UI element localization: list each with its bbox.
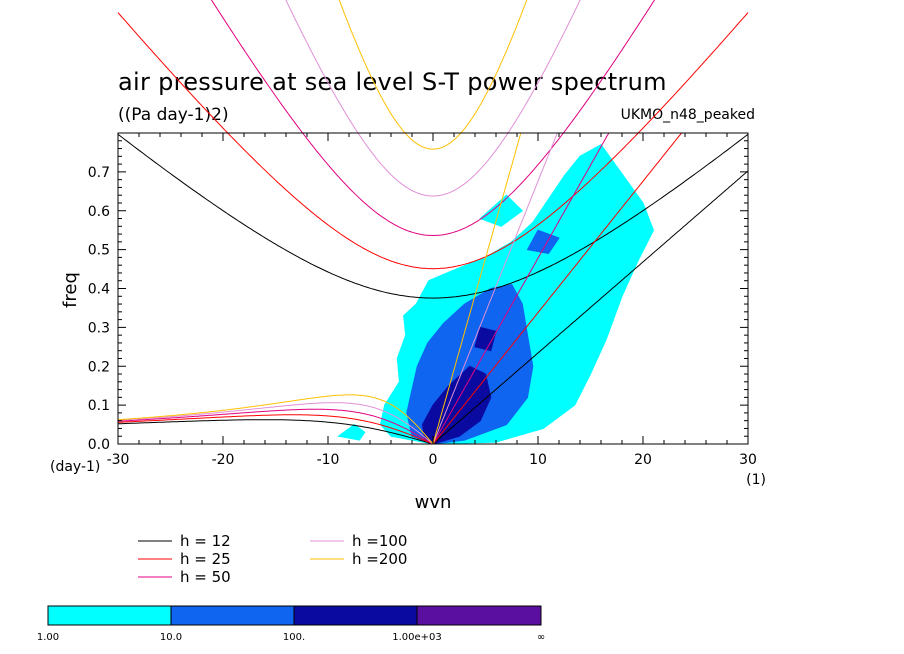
spectrum-region-2 [479,194,524,227]
y-tick-label: 0.5 [88,243,110,259]
x-tick-label: -10 [317,452,340,468]
kelvin-curve-h25 [432,133,683,444]
source-label: UKMO_n48_peaked [621,107,755,123]
x-tick-label: -20 [212,452,235,468]
x-axis-label: wvn [415,492,452,513]
colorbar-label: ∞ [537,632,545,643]
spectrum-region-3 [337,423,366,441]
legend-label-h25: h = 25 [180,550,231,568]
rossby-curve-h12 [118,419,434,444]
y-tick-label: 0.4 [88,282,110,298]
gravity-curve-h200 [338,0,528,150]
kelvin-curve-h200 [432,133,522,444]
colorbar-segment-4 [416,605,542,626]
colorbar-label: 10.0 [160,632,182,643]
y-tick-label: 0.2 [88,359,110,375]
colorbar-label: 1.00 [37,632,59,643]
spectrum-region-6 [421,365,492,444]
x-tick-label: 30 [739,452,757,468]
x-unit-label: (1) [746,472,766,488]
chart-subtitle: ((Pa day-1)2) [118,105,229,125]
colorbar-label: 1.00e+03 [392,632,442,643]
colorbar: 1.00 10.0 100. 1.00e+03 ∞ [37,605,545,643]
x-tick-label: 10 [529,452,547,468]
legend-label-h12: h = 12 [180,532,231,550]
gravity-curve-h100 [285,0,581,197]
rossby-curve-h50 [118,408,434,444]
rossby-curve-h200 [118,394,434,444]
gravity-curve-h12 [117,133,749,299]
chart-title: air pressure at sea level S-T power spec… [118,68,667,96]
y-unit-label: (day-1) [50,459,100,475]
y-tick-label: 0.6 [88,204,110,220]
rossby-curve-h25 [118,414,434,444]
legend-label-h50: h = 50 [180,568,231,586]
kelvin-curve-h12 [432,170,748,444]
axis-ticks: -30 -20 -10 0 10 20 30 0.0 0.1 0.2 0.3 0.4 0.5 0.6 0.7 [88,133,757,468]
x-tick-label: 20 [634,452,652,468]
colorbar-segment-2 [170,605,295,626]
legend-label-h100: h =100 [352,532,407,550]
colorbar-label: 100. [283,632,305,643]
x-tick-label: 0 [429,452,438,468]
colorbar-segment-1 [47,605,172,626]
gravity-curve-h25 [117,12,749,270]
y-tick-label: 0.1 [88,398,110,414]
colorbar-segment-3 [293,605,418,626]
rossby-curve-h100 [118,402,434,444]
kelvin-curve-h50 [432,133,610,444]
y-tick-label: 0.0 [88,437,110,453]
y-tick-label: 0.7 [88,165,110,181]
dispersion-curves [117,0,749,444]
spectrum-region-7 [474,326,497,352]
legend-label-h200: h =200 [352,550,407,568]
kelvin-curve-h100 [432,133,558,444]
gravity-curve-h50 [210,0,656,237]
x-tick-label: -30 [107,452,130,468]
y-axis-label: freq [60,272,81,308]
y-tick-label: 0.3 [88,320,110,336]
